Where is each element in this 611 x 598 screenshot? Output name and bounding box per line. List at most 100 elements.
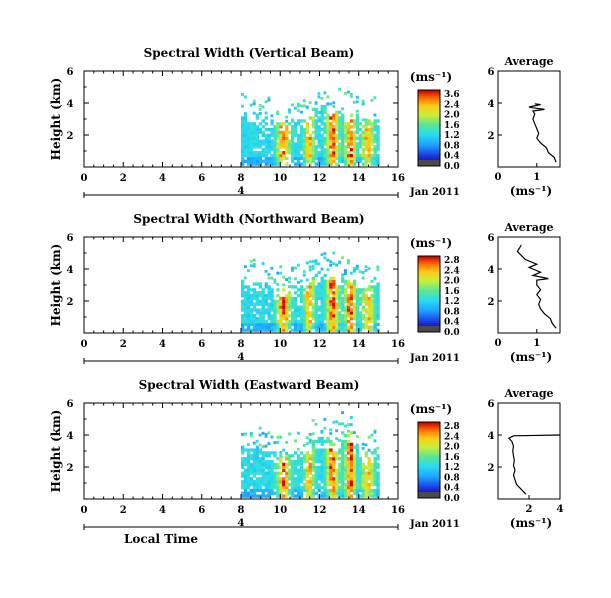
heatmap-cell: [323, 471, 327, 475]
heatmap-cell: [305, 474, 310, 478]
heatmap-cell: [367, 460, 371, 464]
heatmap-cell: [367, 483, 371, 487]
heatmap-cell: [329, 480, 333, 484]
heatmap-cell: [258, 103, 262, 107]
heatmap-cell: [352, 125, 357, 129]
heatmap-cell: [323, 296, 327, 301]
heatmap-cell: [276, 153, 280, 158]
heatmap-cell: [326, 460, 330, 464]
heatmap-cell: [361, 151, 365, 155]
heatmap-cell: [273, 156, 277, 161]
heatmap-cell: [282, 314, 286, 318]
heatmap-cell: [335, 471, 339, 475]
heatmap-cell: [373, 462, 377, 467]
heatmap-cell: [267, 317, 271, 321]
y-tick-label: 4: [67, 265, 74, 276]
heatmap-cell: [246, 142, 251, 146]
heatmap-cell: [326, 128, 330, 132]
heatmap-cell: [364, 265, 368, 269]
heatmap-cell: [282, 302, 286, 306]
heatmap-cell: [270, 474, 274, 478]
heatmap-cell: [288, 305, 292, 309]
heatmap-cell: [332, 322, 336, 327]
heatmap-cell: [258, 477, 262, 481]
heatmap-cell: [314, 288, 318, 292]
heatmap-cell: [243, 265, 247, 269]
heatmap-cell: [314, 162, 318, 166]
heatmap-cell: [273, 139, 277, 143]
heatmap-cell: [338, 133, 342, 137]
heatmap-cell: [341, 494, 345, 498]
heatmap-cell: [332, 302, 336, 306]
heatmap-cell: [258, 156, 262, 161]
heatmap-cell: [311, 465, 315, 469]
heatmap-cell: [370, 156, 374, 161]
heatmap-cell: [370, 494, 374, 498]
heatmap-cell: [249, 136, 254, 140]
heatmap-cell: [332, 282, 336, 286]
heatmap-cell: [308, 294, 312, 298]
heatmap-cell: [376, 296, 380, 301]
heatmap-cell: [311, 483, 315, 487]
heatmap-cell: [335, 420, 339, 424]
heatmap-cell: [320, 122, 324, 126]
heatmap-cell: [267, 145, 271, 149]
heatmap-cell: [338, 119, 342, 123]
heatmap-cell: [326, 471, 330, 475]
heatmap-cell: [241, 305, 245, 309]
heatmap-cell: [252, 142, 257, 146]
heatmap-cell: [311, 491, 315, 495]
average-x-tick-label: 1: [533, 172, 540, 183]
colorbar-swatch: [418, 480, 440, 484]
heatmap-cell: [246, 308, 251, 312]
average-x-tick-label: 4: [557, 504, 564, 515]
heatmap-cell: [355, 468, 360, 472]
heatmap-cell: [246, 491, 251, 495]
heatmap-cell: [326, 133, 330, 137]
colorbar: (ms⁻¹)2.82.42.01.61.20.80.40.0: [410, 236, 460, 338]
heatmap-cell: [344, 148, 348, 152]
heatmap-cell: [355, 130, 360, 135]
heatmap-cell: [308, 145, 312, 149]
heatmap-cell: [335, 477, 339, 481]
heatmap-cell: [344, 424, 347, 428]
heatmap-cell: [373, 474, 377, 478]
heatmap-cell: [320, 253, 324, 257]
heatmap-cell: [258, 285, 262, 289]
heatmap-cell: [376, 153, 380, 158]
heatmap-cell: [332, 468, 336, 472]
heatmap-cell: [261, 317, 265, 321]
heatmap-cell: [361, 294, 365, 298]
heatmap-cell: [335, 317, 339, 321]
heatmap-cell: [347, 423, 350, 426]
heatmap-cell: [326, 145, 330, 149]
heatmap-cell: [347, 296, 351, 301]
heatmap-cell: [338, 448, 342, 452]
heatmap-cell: [338, 285, 342, 289]
heatmap-cell: [252, 314, 257, 318]
heatmap-cell: [249, 434, 253, 438]
heatmap-cell: [241, 93, 244, 96]
heatmap-cell: [341, 142, 345, 146]
heatmap-cell: [258, 483, 262, 487]
heatmap-cell: [361, 483, 365, 487]
heatmap-cell: [249, 148, 254, 152]
heatmap-cell: [341, 276, 345, 280]
heatmap-cell: [302, 299, 307, 303]
heatmap-cell: [243, 328, 248, 332]
heatmap-cell: [317, 483, 321, 487]
heatmap-cell: [320, 317, 324, 321]
heatmap-cell: [332, 296, 336, 301]
heatmap-cell: [264, 454, 268, 458]
heatmap-cell: [344, 296, 348, 301]
colorbar-swatch: [418, 322, 440, 325]
heatmap-cell: [305, 314, 310, 318]
colorbar-swatch: [418, 429, 440, 432]
heatmap-cell: [258, 122, 262, 126]
heatmap-cell: [376, 294, 380, 298]
colorbar-swatch: [418, 124, 440, 127]
heatmap-cell: [364, 474, 368, 478]
heatmap-cell: [332, 325, 336, 329]
heatmap-cell: [270, 468, 274, 472]
heatmap-cell: [332, 128, 336, 132]
